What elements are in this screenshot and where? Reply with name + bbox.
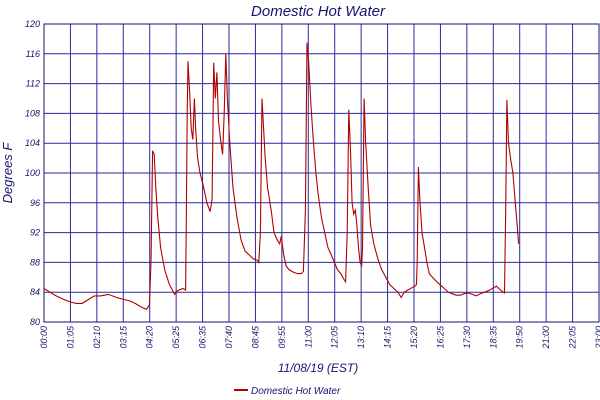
x-tick-label: 19:50 xyxy=(515,326,525,349)
y-tick-label: 108 xyxy=(25,108,40,118)
grid xyxy=(43,23,600,323)
x-tick-label: 03:15 xyxy=(118,325,128,349)
y-tick-label: 120 xyxy=(25,19,40,29)
chart-title: Domestic Hot Water xyxy=(251,3,386,20)
x-axis-label: 11/08/19 (EST) xyxy=(278,361,358,375)
x-axis-ticks: 00:00 01:05 02:10 03:15 04:20 05:25 06:35 07:40… xyxy=(39,325,600,350)
x-tick-label: 18:35 xyxy=(488,325,498,349)
y-tick-label: 112 xyxy=(26,79,40,89)
x-tick-label: 13:10 xyxy=(356,326,366,349)
plot-frame xyxy=(43,23,600,323)
y-tick-label: 92 xyxy=(30,228,40,238)
y-tick-label: 116 xyxy=(26,49,40,59)
y-tick-label: 104 xyxy=(25,138,40,148)
y-tick-label: 96 xyxy=(30,198,40,208)
y-axis-ticks: 80 84 88 92 96 100 104 108 112 116 120 xyxy=(25,19,40,327)
y-tick-label: 100 xyxy=(25,168,40,178)
x-tick-label: 01:05 xyxy=(65,325,75,349)
x-tick-label: 04:20 xyxy=(145,326,155,349)
x-tick-label: 09:55 xyxy=(277,325,287,349)
x-tick-label: 06:35 xyxy=(198,325,208,349)
x-tick-label: 00:00 xyxy=(39,326,49,349)
y-axis-label: Degrees F xyxy=(0,142,15,204)
x-tick-label: 05:25 xyxy=(171,325,181,349)
x-tick-label: 14:15 xyxy=(383,325,393,349)
x-tick-label: 11:00 xyxy=(303,326,313,348)
legend: Domestic Hot Water xyxy=(234,386,341,397)
x-tick-label: 08:45 xyxy=(250,325,260,349)
x-tick-label: 21:00 xyxy=(541,326,551,350)
y-tick-label: 88 xyxy=(30,257,40,267)
x-tick-label: 23:00 xyxy=(594,326,600,350)
x-tick-label: 15:20 xyxy=(409,326,419,349)
series-line-domestic-hot-water xyxy=(43,42,520,310)
x-tick-label: 12:05 xyxy=(330,325,340,349)
y-tick-label: 80 xyxy=(30,317,40,327)
x-tick-label: 02:10 xyxy=(92,326,102,349)
legend-label: Domestic Hot Water xyxy=(251,386,341,397)
y-tick-label: 84 xyxy=(30,287,40,297)
x-tick-label: 07:40 xyxy=(224,326,234,349)
x-tick-label: 16:25 xyxy=(435,325,445,349)
x-tick-label: 22:05 xyxy=(568,325,578,350)
x-tick-label: 17:30 xyxy=(462,326,472,349)
